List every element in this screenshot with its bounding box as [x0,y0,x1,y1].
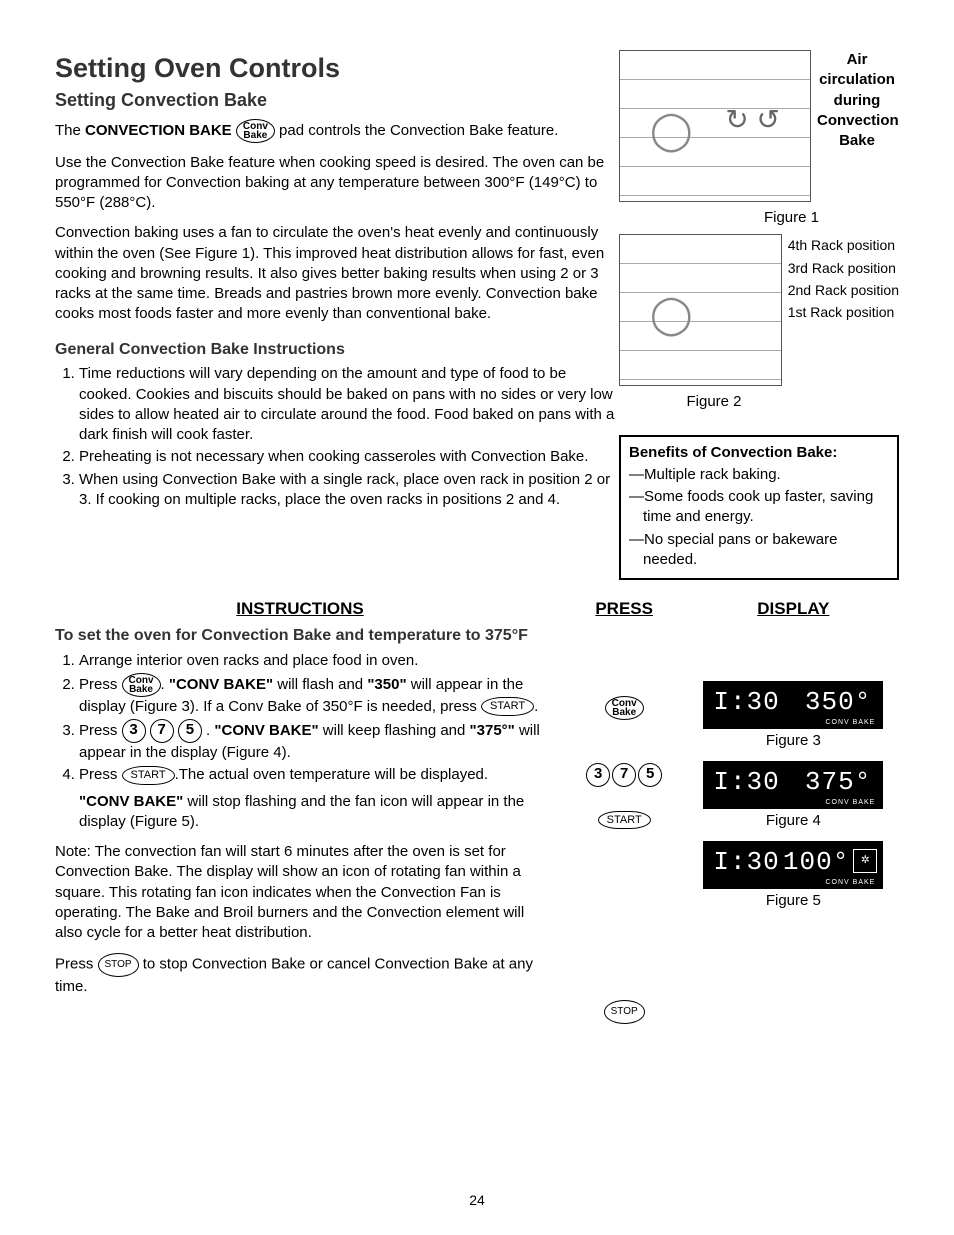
section-heading-convection: Setting Convection Bake [55,88,615,112]
rack-position-labels: 4th Rack position 3rd Rack position 2nd … [788,234,899,324]
step-item: Press START.The actual oven temperature … [79,765,545,832]
start-pad-icon: START [122,766,175,785]
text: will flash and [273,676,367,693]
list-item: Time reductions will vary depending on t… [79,364,615,445]
conv-bake-pad-icon: ConvBake [236,119,275,143]
text: . [161,676,169,693]
benefits-item: —No special pans or bakeware needed. [629,530,889,571]
rack-label: 3rd Rack position [788,257,899,279]
intro-paragraph-1: The CONVECTION BAKE ConvBake pad control… [55,119,615,143]
stop-pad-icon: STOP [98,953,139,977]
stop-pad-icon: STOP [604,1000,645,1024]
text-bold: "CONV BAKE" [169,676,273,693]
conv-bake-pad-icon: ConvBake [122,673,161,697]
keypad-3-icon: 3 [586,763,610,787]
instructions-body: To set the oven for Convection Bake and … [55,621,899,1067]
rack-label: 2nd Rack position [788,279,899,301]
text: .The actual oven temperature will be dis… [175,766,489,783]
note-paragraph: Note: The convection fan will start 6 mi… [55,842,545,943]
display-temp: 375° [805,765,871,800]
keypad-5-icon: 5 [178,719,202,743]
start-pad-icon: START [481,697,534,716]
text: Press [79,722,122,739]
col-header-press: PRESS [595,599,653,618]
intro-paragraph-3: Convection baking uses a fan to circulat… [55,223,615,324]
col-header-display: DISPLAY [757,599,829,618]
set-oven-heading: To set the oven for Convection Bake and … [55,625,545,647]
text: . [534,698,538,715]
air-circulation-label: Air circulation during Convection Bake [817,50,897,151]
intro-paragraph-2: Use the Convection Bake feature when coo… [55,153,615,214]
page-number: 24 [0,1191,954,1210]
figure-2-diagram [619,234,782,386]
display-time: I:30 [713,845,779,880]
display-time: I:30 [713,685,779,720]
display-temp: 100° [783,845,849,880]
text-bold: "CONV BAKE" [214,722,318,739]
display-temp: 350° [805,685,871,720]
general-instructions-list: Time reductions will vary depending on t… [55,364,615,510]
steps-list: Arrange interior oven racks and place fo… [55,651,545,833]
figure-2-caption: Figure 2 [619,392,809,412]
instructions-header-row: INSTRUCTIONS PRESS DISPLAY [55,580,899,621]
stop-paragraph: Press STOP to stop Convection Bake or ca… [55,953,545,997]
text-bold: CONVECTION BAKE [85,122,232,139]
fan-icon: ✲ [853,849,877,873]
page-title: Setting Oven Controls [55,50,615,86]
benefits-title: Benefits of Convection Bake: [629,443,889,463]
figures-column: Air circulation during Convection Bake F… [619,50,899,580]
text: will keep flashing and [319,722,470,739]
figure-3-caption: Figure 3 [703,731,883,751]
text: Press [79,766,122,783]
figure-1-diagram [619,50,811,202]
oven-display-fig4: I:30 375° CONV BAKE [703,761,883,809]
oven-display-fig3: I:30 350° CONV BAKE [703,681,883,729]
list-item: When using Convection Bake with a single… [79,470,615,511]
figure-4-caption: Figure 4 [703,811,883,831]
text: Press [79,676,122,693]
figure-5-caption: Figure 5 [703,891,883,911]
keypad-7-icon: 7 [150,719,174,743]
intro-column: Setting Oven Controls Setting Convection… [55,50,615,520]
text: Press [55,956,98,973]
step-item: Press ConvBake. "CONV BAKE" will flash a… [79,673,545,717]
text-bold: "375°" [470,722,515,739]
conv-bake-pad-icon: ConvBake [605,696,644,720]
text: pad controls the Convection Bake feature… [275,122,559,139]
start-pad-icon: START [598,811,651,830]
step-item: Press 3 7 5 . "CONV BAKE" will keep flas… [79,719,545,763]
keypad-3-icon: 3 [122,719,146,743]
benefits-item: —Some foods cook up faster, saving time … [629,487,889,528]
step-item: Arrange interior oven racks and place fo… [79,651,545,671]
display-mode-label: CONV BAKE [825,718,875,727]
text: . [202,722,215,739]
keypad-7-icon: 7 [612,763,636,787]
oven-display-fig5: I:30 100° ✲ CONV BAKE [703,841,883,889]
text: The [55,122,85,139]
display-mode-label: CONV BAKE [825,798,875,807]
text-bold: "CONV BAKE" [79,793,183,810]
list-item: Preheating is not necessary when cooking… [79,447,615,467]
text-bold: "350" [367,676,406,693]
keypad-5-icon: 5 [638,763,662,787]
benefits-item: —Multiple rack baking. [629,465,889,485]
figure-1-caption: Figure 1 [619,208,899,228]
display-time: I:30 [713,765,779,800]
benefits-box: Benefits of Convection Bake: —Multiple r… [619,435,899,581]
section-heading-general: General Convection Bake Instructions [55,339,615,361]
col-header-instructions: INSTRUCTIONS [236,599,364,618]
display-mode-label: CONV BAKE [825,878,875,887]
rack-label: 4th Rack position [788,234,899,256]
rack-label: 1st Rack position [788,301,899,323]
